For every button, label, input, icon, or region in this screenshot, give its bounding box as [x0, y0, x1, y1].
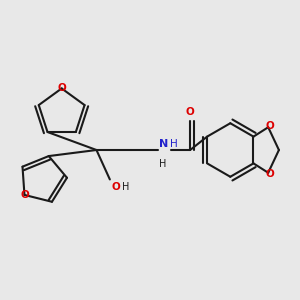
Text: H: H	[159, 159, 167, 170]
Text: O: O	[57, 83, 66, 93]
Text: N: N	[159, 139, 169, 149]
Text: O: O	[20, 190, 29, 200]
Text: O: O	[186, 106, 194, 116]
Text: H: H	[122, 182, 129, 192]
Text: O: O	[265, 121, 274, 131]
Text: O: O	[111, 182, 120, 192]
Text: H: H	[170, 139, 178, 149]
Text: O: O	[265, 169, 274, 179]
